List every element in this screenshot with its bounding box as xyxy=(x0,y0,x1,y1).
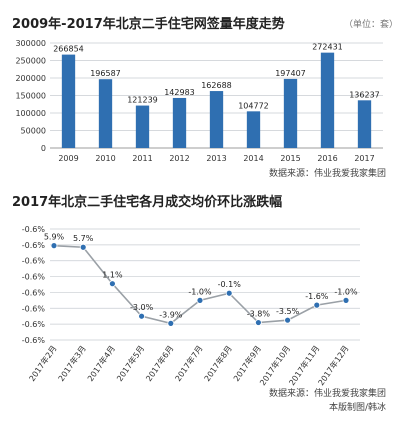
bar-x-tick-label: 2016 xyxy=(317,154,337,163)
line-value-label: 5.9% xyxy=(44,233,65,242)
line-x-tick-label: 2017年9月 xyxy=(231,343,263,383)
line-y-tick-label: -0.6% xyxy=(22,273,46,282)
line-chart-grid xyxy=(50,228,360,341)
line-value-label: 5.7% xyxy=(73,234,94,243)
bar xyxy=(98,79,113,148)
bar-value-label: 142983 xyxy=(164,88,195,97)
line-point xyxy=(313,301,321,309)
bar-chart-x-axis: 2009 2010 2011 2012 2013 2014 2015 2016 2017 xyxy=(58,154,374,163)
line-chart-series xyxy=(53,244,347,325)
line-y-tick-label: -0.6% xyxy=(22,336,46,345)
line-x-tick-label: 2017年10月 xyxy=(257,343,292,387)
bar-value-label: 272431 xyxy=(312,43,343,52)
bar-chart-source: 数据来源：伟业我爱我家集团 xyxy=(269,167,386,179)
line-value-label: -1.0% xyxy=(334,287,358,296)
bar xyxy=(357,100,372,148)
line-chart-credit: 本版制图/韩冰 xyxy=(329,401,386,413)
line-chart-value-labels: 5.9% 5.7% 1.1% -3.0% -3.9% -1.0% -0.1% -3.8% -3.… xyxy=(44,233,358,320)
line-value-label: -3.0% xyxy=(130,303,154,312)
bar-y-tick-label: 0 xyxy=(41,144,46,153)
line-point xyxy=(254,319,262,326)
line-y-tick-label: -0.6% xyxy=(22,304,46,313)
bar xyxy=(135,105,150,148)
line-y-tick-label: -0.6% xyxy=(22,320,46,329)
line-x-tick-label: 2017年11月 xyxy=(287,343,322,387)
line-value-label: -0.1% xyxy=(218,280,242,289)
line-point xyxy=(79,243,87,251)
bar-value-label: 104772 xyxy=(238,101,269,110)
line-value-label: -3.8% xyxy=(247,310,271,319)
line-point xyxy=(167,319,175,327)
bar-chart-bars xyxy=(61,52,372,148)
bar-y-tick-label: 250000 xyxy=(15,57,46,66)
line-y-tick-label: -0.6% xyxy=(22,288,46,297)
line-y-tick-label: -0.6% xyxy=(22,225,46,234)
bar-value-label: 196587 xyxy=(90,69,121,78)
bar xyxy=(283,78,298,148)
line-x-tick-label: 2017年7月 xyxy=(173,343,205,383)
bar-chart-value-labels: 266854 196587 121239 142983 162688 104772 1974… xyxy=(53,43,380,111)
bar-x-tick-label: 2012 xyxy=(169,154,189,163)
line-chart-y-axis: -0.6% -0.6% -0.6% -0.6% -0.6% -0.6% -0.6% -0.6% xyxy=(22,225,46,345)
bar-value-label: 266854 xyxy=(53,45,84,54)
line-x-tick-label: 2017年4月 xyxy=(85,343,117,383)
line-x-tick-label: 2017年12月 xyxy=(316,343,351,387)
bar-value-label: 136237 xyxy=(349,90,380,99)
bar-chart-title: 2009年-2017年北京二手住宅网签量年度走势 xyxy=(12,16,285,32)
line-chart-source: 数据来源：伟业我爱我家集团 xyxy=(269,387,386,399)
line-value-label: -1.0% xyxy=(188,287,212,296)
bar-x-tick-label: 2014 xyxy=(243,154,263,163)
line-x-tick-label: 2017年5月 xyxy=(114,343,146,383)
line-value-label: -1.6% xyxy=(305,292,329,301)
line-chart-points xyxy=(50,242,350,327)
bar-chart-unit-note: （单位：套） xyxy=(344,18,398,30)
bar xyxy=(246,111,261,148)
line-chart-x-axis: 2017年2月2017年3月2017年4月2017年5月2017年6月2017年… xyxy=(27,343,351,387)
bar-x-tick-label: 2017 xyxy=(354,154,374,163)
bar-x-tick-label: 2011 xyxy=(132,154,152,163)
line-value-label: -3.5% xyxy=(276,307,300,316)
bar-x-tick-label: 2009 xyxy=(58,154,78,163)
bar-y-tick-label: 50000 xyxy=(21,127,46,136)
line-series-path xyxy=(53,244,347,325)
line-x-tick-label: 2017年2月 xyxy=(27,343,59,383)
bar xyxy=(320,52,335,148)
line-point xyxy=(138,312,146,320)
line-chart: 2017年北京二手住宅各月成交均价环比涨跌幅 -0.6%-0.6%-0.6%-0… xyxy=(12,194,386,413)
line-value-label: 1.1% xyxy=(102,271,123,280)
line-chart-title: 2017年北京二手住宅各月成交均价环比涨跌幅 xyxy=(12,194,282,210)
line-point xyxy=(284,316,292,324)
line-x-tick-label: 2017年6月 xyxy=(143,343,175,383)
bar-y-tick-label: 100000 xyxy=(15,109,46,118)
bar-y-tick-label: 150000 xyxy=(15,92,46,101)
bar-value-label: 121239 xyxy=(127,96,158,105)
line-point xyxy=(109,280,116,288)
bar-chart-y-axis: 0 50000 100000 150000 200000 250000 300000 xyxy=(15,39,46,153)
bar-value-label: 197407 xyxy=(275,69,306,78)
line-x-tick-label: 2017年8月 xyxy=(202,343,234,383)
bar-y-tick-label: 200000 xyxy=(15,74,46,83)
line-point xyxy=(50,242,58,250)
bar-y-tick-label: 300000 xyxy=(15,39,46,48)
bar-x-tick-label: 2013 xyxy=(206,154,226,163)
bar-x-tick-label: 2015 xyxy=(280,154,300,163)
line-point xyxy=(196,296,204,304)
line-x-tick-label: 2017年3月 xyxy=(56,343,88,383)
line-point xyxy=(225,289,233,297)
line-point xyxy=(342,296,350,304)
bar xyxy=(172,97,187,148)
line-y-tick-label: -0.6% xyxy=(22,241,46,250)
line-value-label: -3.9% xyxy=(159,310,183,319)
bar-value-label: 162688 xyxy=(201,81,232,90)
bar xyxy=(61,54,76,148)
line-y-tick-label: -0.6% xyxy=(22,257,46,266)
bar xyxy=(209,91,224,148)
bar-x-tick-label: 2010 xyxy=(95,154,115,163)
bar-chart: 2009年-2017年北京二手住宅网签量年度走势 （单位：套） 0 50000 10… xyxy=(12,16,398,179)
